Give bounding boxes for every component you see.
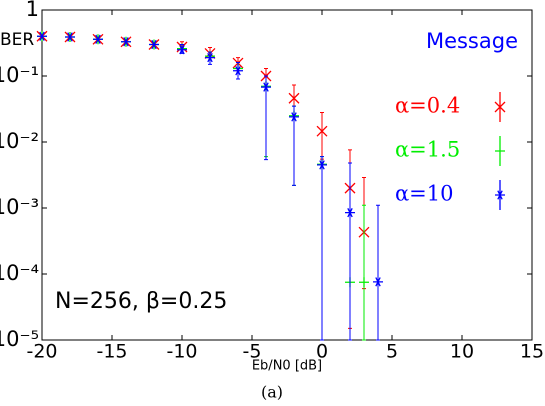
error-bar: [320, 111, 324, 160]
marker: [205, 52, 215, 63]
error-bar: [292, 105, 296, 186]
x-tick-label: 0: [316, 341, 328, 363]
annotation: N=256, β=0.25: [55, 289, 227, 314]
y-tick-label: 1: [26, 0, 39, 21]
legend-label: α=0.4: [395, 94, 460, 118]
error-bar: [320, 156, 324, 341]
x-axis-label: Eb/N0 [dB]: [252, 359, 322, 374]
marker: [289, 112, 299, 122]
marker: [316, 125, 328, 137]
error-bar: [264, 75, 268, 161]
marker: [65, 32, 75, 42]
chart-title: Message: [426, 29, 518, 53]
marker: [359, 277, 369, 288]
error-bar: [376, 204, 380, 341]
y-tick-label: 10⁻⁴: [0, 261, 39, 285]
error-bar: [362, 204, 366, 341]
marker: [288, 92, 300, 104]
x-tick-label: 15: [520, 341, 544, 363]
x-tick-label: -10: [166, 341, 197, 363]
plot-frame: [41, 9, 533, 341]
legend-label: α=1.5: [395, 138, 460, 162]
x-tick-label: 5: [386, 341, 398, 363]
marker: [373, 277, 383, 287]
y-tick-label: 10⁻⁵: [0, 327, 39, 351]
y-tick-label: 10⁻¹: [0, 63, 39, 87]
legend-marker: [495, 136, 505, 166]
marker: [261, 82, 271, 92]
x-tick-label: 10: [450, 341, 474, 363]
marker: [149, 39, 159, 50]
y-tick-label: 10⁻²: [0, 129, 39, 153]
x-tick-label: -15: [96, 341, 127, 363]
caption: (a): [261, 383, 283, 402]
marker: [233, 66, 243, 76]
marker: [177, 45, 187, 55]
marker: [121, 37, 131, 47]
y-tick-label: 10⁻³: [0, 195, 39, 219]
legend-marker: [495, 180, 505, 210]
y-axis-label: BER: [0, 30, 34, 50]
error-bar: [348, 162, 352, 341]
x-tick-label: -5: [243, 341, 262, 363]
legend-marker: [494, 92, 506, 122]
marker: [345, 208, 355, 218]
marker: [317, 160, 327, 170]
marker: [93, 34, 103, 44]
legend-label: α=10: [395, 182, 454, 206]
marker: [37, 31, 47, 41]
x-tick-label: -20: [26, 341, 57, 363]
